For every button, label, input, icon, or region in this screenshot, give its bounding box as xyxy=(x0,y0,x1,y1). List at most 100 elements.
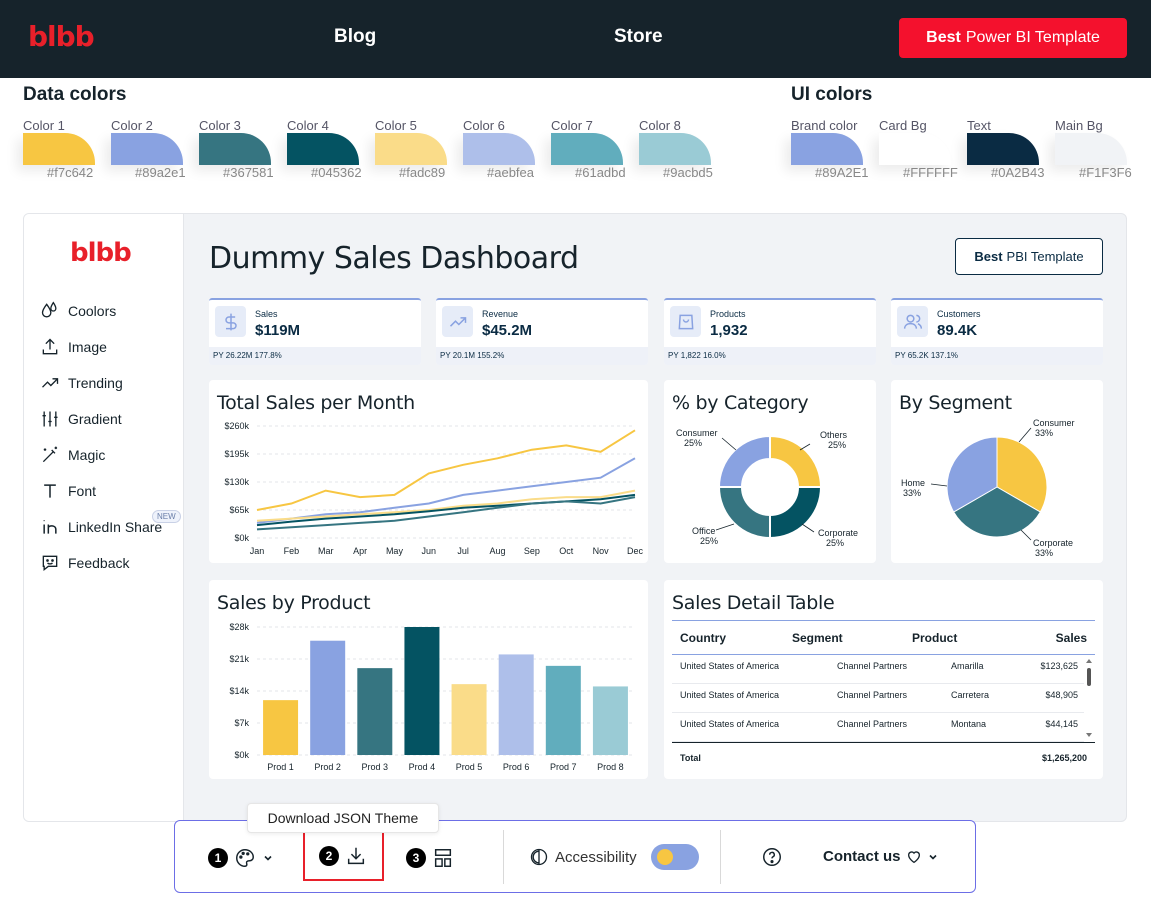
table-scrollbar[interactable] xyxy=(1085,658,1093,738)
swatch-color[interactable] xyxy=(551,133,623,165)
swatch-label: Card Bg xyxy=(879,118,927,133)
x-tick-label: Nov xyxy=(593,546,610,556)
donut-slice xyxy=(717,486,771,540)
donut-chart-title: % by Category xyxy=(672,392,809,414)
color-swatch[interactable]: Color 4 #045362 xyxy=(287,118,367,182)
pbi-text: PBI Template xyxy=(1006,249,1084,264)
color-swatch[interactable]: Color 6 #aebfea xyxy=(463,118,543,182)
x-tick-label: Prod 1 xyxy=(267,762,294,772)
leader-line xyxy=(930,483,948,487)
swatch-color[interactable] xyxy=(791,133,863,165)
color-swatch[interactable]: Color 2 #89a2e1 xyxy=(111,118,191,182)
table-row: United States of America Channel Partner… xyxy=(672,713,1084,742)
layout-button[interactable]: 3 xyxy=(406,847,454,869)
sidebar-item-linkedin-share[interactable]: LinkedIn Share xyxy=(40,516,162,538)
swatch-color[interactable] xyxy=(375,133,447,165)
swatch-color[interactable] xyxy=(111,133,183,165)
contact-us-button[interactable]: Contact us xyxy=(823,848,939,865)
swatch-color[interactable] xyxy=(639,133,711,165)
sidebar-item-label: Magic xyxy=(68,447,106,463)
color-swatch[interactable]: Color 3 #367581 xyxy=(199,118,279,182)
swatch-color[interactable] xyxy=(967,133,1039,165)
sidebar-item-label: Coolors xyxy=(68,303,117,319)
bar xyxy=(404,627,440,755)
swatch-color[interactable] xyxy=(1055,133,1127,165)
color-swatch[interactable]: Color 5 #fadc89 xyxy=(375,118,455,182)
sidebar-item-magic[interactable]: Magic xyxy=(40,444,105,466)
swatch-color[interactable] xyxy=(199,133,271,165)
toolbar-divider xyxy=(503,830,504,884)
swatch-label: Color 5 xyxy=(375,118,417,133)
accessibility-label: Accessibility xyxy=(555,848,637,866)
column-header[interactable]: Country xyxy=(680,631,726,645)
swatch-hex: #f7c642 xyxy=(47,165,94,180)
table-cell: Carretera xyxy=(951,690,990,700)
top-nav: blbb Blog Store Best Power BI Template xyxy=(0,0,1151,78)
color-swatch[interactable]: Text #0A2B43 xyxy=(967,118,1047,182)
sidebar-item-font[interactable]: Font xyxy=(40,480,96,502)
data-colors-title: Data colors xyxy=(23,84,127,105)
accessibility-toggle[interactable] xyxy=(650,844,699,870)
swatch-color[interactable] xyxy=(463,133,535,165)
slice-percent: 33% xyxy=(903,488,921,498)
table-cell: Channel Partners xyxy=(837,690,908,700)
pie-chart-card: By Segment Consumer 33% Corporate 33% Home 33… xyxy=(891,380,1103,563)
download-icon xyxy=(347,847,365,865)
kpi-card-products: Products 1,932 PY 1,822 16.0% xyxy=(664,298,876,365)
swatch-label: Color 1 xyxy=(23,118,65,133)
download-json-button[interactable]: 2 xyxy=(319,845,367,867)
sidebar-item-image[interactable]: Image xyxy=(40,336,107,358)
series-line xyxy=(256,429,636,511)
swatch-color[interactable] xyxy=(287,133,359,165)
table-cell: United States of America xyxy=(680,719,780,729)
slice-label: Corporate xyxy=(1033,538,1073,548)
column-header[interactable]: Sales xyxy=(1055,631,1087,645)
color-swatch[interactable]: Color 7 #61adbd xyxy=(551,118,631,182)
color-swatch[interactable]: Brand color #89A2E1 xyxy=(791,118,871,182)
swatch-hex: #fadc89 xyxy=(399,165,446,180)
contact-us-label: Contact us xyxy=(823,848,901,865)
dollar-icon xyxy=(215,306,246,337)
column-header[interactable]: Product xyxy=(912,631,958,645)
best-power-bi-template-button[interactable]: Best Power BI Template xyxy=(899,18,1127,58)
kpi-value: $45.2M xyxy=(482,322,533,339)
palette-menu-button[interactable]: 1 xyxy=(208,847,274,869)
swatch-label: Brand color xyxy=(791,118,858,133)
swatch-color[interactable] xyxy=(879,133,951,165)
color-swatch[interactable]: Color 1 #f7c642 xyxy=(23,118,103,182)
leader-line xyxy=(1020,529,1032,541)
table-row: United States of America Channel Partner… xyxy=(672,684,1084,713)
chevron-down-icon xyxy=(928,854,937,860)
leader-line xyxy=(721,437,737,451)
sidebar-item-trending[interactable]: Trending xyxy=(40,372,123,394)
x-tick-label: Mar xyxy=(318,546,334,556)
swatch-hex: #9acbd5 xyxy=(663,165,713,180)
color-swatch[interactable]: Main Bg #F1F3F6 xyxy=(1055,118,1135,182)
column-header[interactable]: Segment xyxy=(792,631,843,645)
x-tick-label: Sep xyxy=(524,546,540,556)
swatch-color[interactable] xyxy=(23,133,95,165)
upload-icon xyxy=(42,338,58,355)
nav-link-store[interactable]: Store xyxy=(614,26,663,47)
table-cell: Channel Partners xyxy=(837,719,908,729)
nav-link-blog[interactable]: Blog xyxy=(334,26,377,47)
color-swatch[interactable]: Card Bg #FFFFFF xyxy=(879,118,959,182)
table-cell: Amarilla xyxy=(951,661,984,671)
sliders-icon xyxy=(42,411,58,427)
kpi-value: 89.4K xyxy=(937,322,978,339)
best-pbi-template-button[interactable]: Best PBI Template xyxy=(955,238,1103,275)
sidebar-item-coolors[interactable]: Coolors xyxy=(40,300,116,322)
sidebar-item-feedback[interactable]: Feedback xyxy=(40,552,129,574)
help-button[interactable] xyxy=(761,846,783,868)
donut-slice xyxy=(769,486,823,540)
scrollbar-thumb[interactable] xyxy=(1087,668,1091,686)
toggle-knob xyxy=(656,849,673,865)
brand-logo[interactable]: blbb xyxy=(28,20,95,53)
slice-percent: 25% xyxy=(684,438,702,448)
sidebar-item-label: Image xyxy=(68,339,107,355)
table-cell: Channel Partners xyxy=(837,661,908,671)
sidebar-item-gradient[interactable]: Gradient xyxy=(40,408,122,430)
chevron-down-icon xyxy=(264,855,272,861)
slice-percent: 25% xyxy=(826,538,844,548)
color-swatch[interactable]: Color 8 #9acbd5 xyxy=(639,118,719,182)
